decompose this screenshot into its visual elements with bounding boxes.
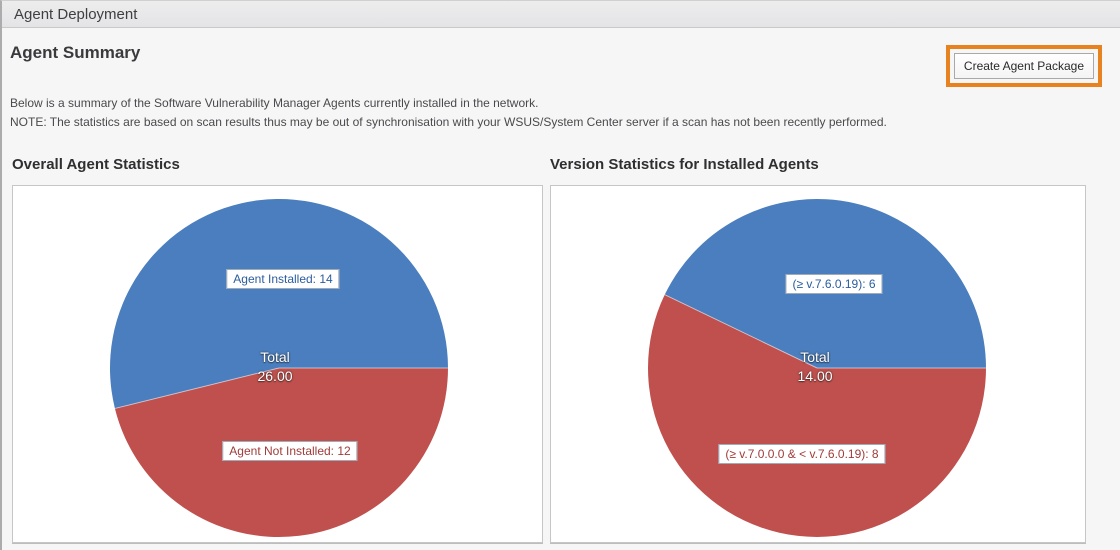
chart-title-overall: Overall Agent Statistics <box>12 156 180 173</box>
overall-agent-statistics-chart: Overall Agent Statistics Agent Installed… <box>12 156 543 543</box>
page-header: Agent Deployment <box>2 1 1120 28</box>
version-statistics-chart: Version Statistics for Installed Agents … <box>550 156 1086 543</box>
pie-slice-divider <box>114 367 280 409</box>
pie-label-agent-installed: Agent Installed: 14 <box>226 269 340 289</box>
page-title: Agent Summary <box>10 43 141 62</box>
total-value: 14.00 <box>797 368 833 384</box>
summary-note: NOTE: The statistics are based on scan r… <box>10 115 887 129</box>
total-value: 26.00 <box>257 368 293 384</box>
total-label: Total <box>800 349 830 365</box>
pie-slice-agent-installed <box>109 199 448 409</box>
pie-label-version-older: (≥ v.7.0.0.0 & < v.7.6.0.19): 8 <box>718 444 886 464</box>
description-block: Below is a summary of the Software Vulne… <box>10 94 1120 131</box>
pie-center-total: Total 26.00 <box>257 348 292 386</box>
page-content: Agent Summary Create Agent Package Below… <box>2 43 1120 543</box>
charts-row: Overall Agent Statistics Agent Installed… <box>12 156 1120 543</box>
page-header-title: Agent Deployment <box>14 5 138 23</box>
summary-description: Below is a summary of the Software Vulne… <box>10 96 539 110</box>
create-agent-package-highlight: Create Agent Package <box>945 45 1102 87</box>
pie-slice-version-gte-7-0-0-0-lt-7-6-0-19 <box>648 294 986 537</box>
create-agent-package-button[interactable]: Create Agent Package <box>953 53 1094 79</box>
total-label: Total <box>260 349 290 365</box>
pie-slice-divider <box>664 294 818 369</box>
pie-label-agent-not-installed: Agent Not Installed: 12 <box>222 441 358 461</box>
pie-label-version-current: (≥ v.7.6.0.19): 6 <box>785 274 883 294</box>
chart-title-versions: Version Statistics for Installed Agents <box>550 156 819 173</box>
version-statistics-panel: (≥ v.7.6.0.19): 6 Total 14.00 (≥ v.7.0.0… <box>550 185 1086 543</box>
pie-center-total: Total 14.00 <box>797 348 832 386</box>
overall-agent-statistics-panel: Agent Installed: 14 Total 26.00 Agent No… <box>12 185 543 543</box>
